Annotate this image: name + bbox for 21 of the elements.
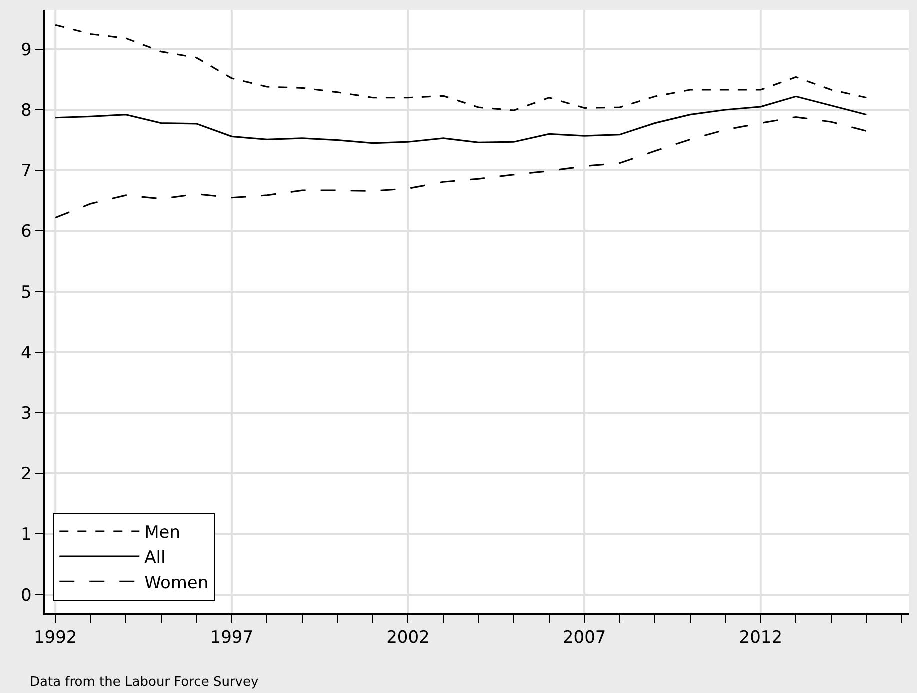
x-tick-label: 1992 [34,628,78,648]
text: Data from the Labour Force Survey [30,675,259,690]
y-tick-label: 4 [21,343,32,364]
line-series [54,96,868,144]
y-tick-label: 5 [21,282,32,303]
y-tick-label: 0 [21,586,32,606]
y-tick-label: 2 [21,464,32,485]
x-tick-label: 2002 [386,628,430,648]
x-tick-label: 1997 [210,628,254,648]
y-tick-label: 3 [21,404,32,424]
y-tick-label: 6 [21,222,32,242]
y-tick-label: 9 [21,40,32,60]
x-tick-label: 2007 [562,628,606,648]
x-tick-label: 2012 [739,628,783,648]
legend-label: All [144,548,166,568]
legend-label: Women [144,573,209,594]
y-tick-label: 8 [21,100,32,121]
y-tick-label: 1 [21,525,32,546]
legend-label: Men [144,523,181,544]
y-tick-label: 7 [21,162,32,182]
line-series [54,24,868,112]
